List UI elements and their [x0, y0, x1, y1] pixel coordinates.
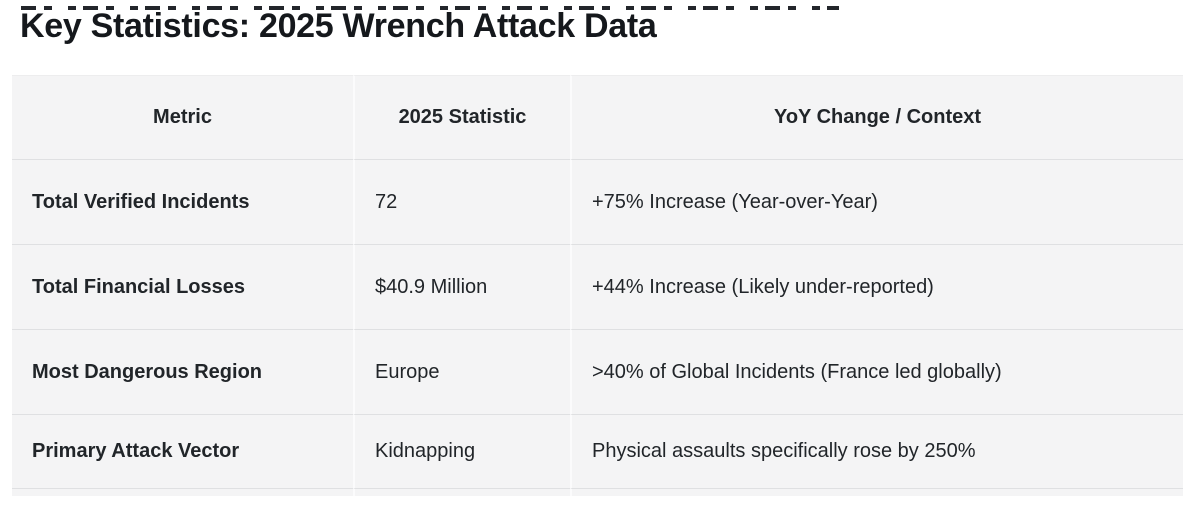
cell-partial [570, 489, 1183, 496]
page-title: Key Statistics: 2025 Wrench Attack Data [20, 7, 657, 45]
cell-partial [12, 489, 353, 496]
cell-context: +44% Increase (Likely under-reported) [570, 245, 1183, 330]
table-row: Total Verified Incidents 72 +75% Increas… [12, 160, 1183, 245]
statistics-table: Metric 2025 Statistic YoY Change / Conte… [12, 75, 1183, 496]
table-row-partial [12, 489, 1183, 496]
cell-context: +75% Increase (Year-over-Year) [570, 160, 1183, 245]
cell-metric: Most Dangerous Region [12, 330, 353, 415]
column-header-context: YoY Change / Context [570, 75, 1183, 160]
table-row: Total Financial Losses $40.9 Million +44… [12, 245, 1183, 330]
cell-context: Physical assaults specifically rose by 2… [570, 415, 1183, 489]
cell-metric: Primary Attack Vector [12, 415, 353, 489]
cell-statistic: Europe [353, 330, 570, 415]
cell-statistic: $40.9 Million [353, 245, 570, 330]
cell-metric: Total Financial Losses [12, 245, 353, 330]
cell-partial [353, 489, 570, 496]
table-row: Primary Attack Vector Kidnapping Physica… [12, 415, 1183, 489]
cell-metric: Total Verified Incidents [12, 160, 353, 245]
cell-statistic: 72 [353, 160, 570, 245]
column-header-metric: Metric [12, 75, 353, 160]
clipped-text-above [21, 6, 839, 10]
cell-statistic: Kidnapping [353, 415, 570, 489]
column-header-statistic: 2025 Statistic [353, 75, 570, 160]
table-row: Most Dangerous Region Europe >40% of Glo… [12, 330, 1183, 415]
cell-context: >40% of Global Incidents (France led glo… [570, 330, 1183, 415]
table-header-row: Metric 2025 Statistic YoY Change / Conte… [12, 75, 1183, 160]
